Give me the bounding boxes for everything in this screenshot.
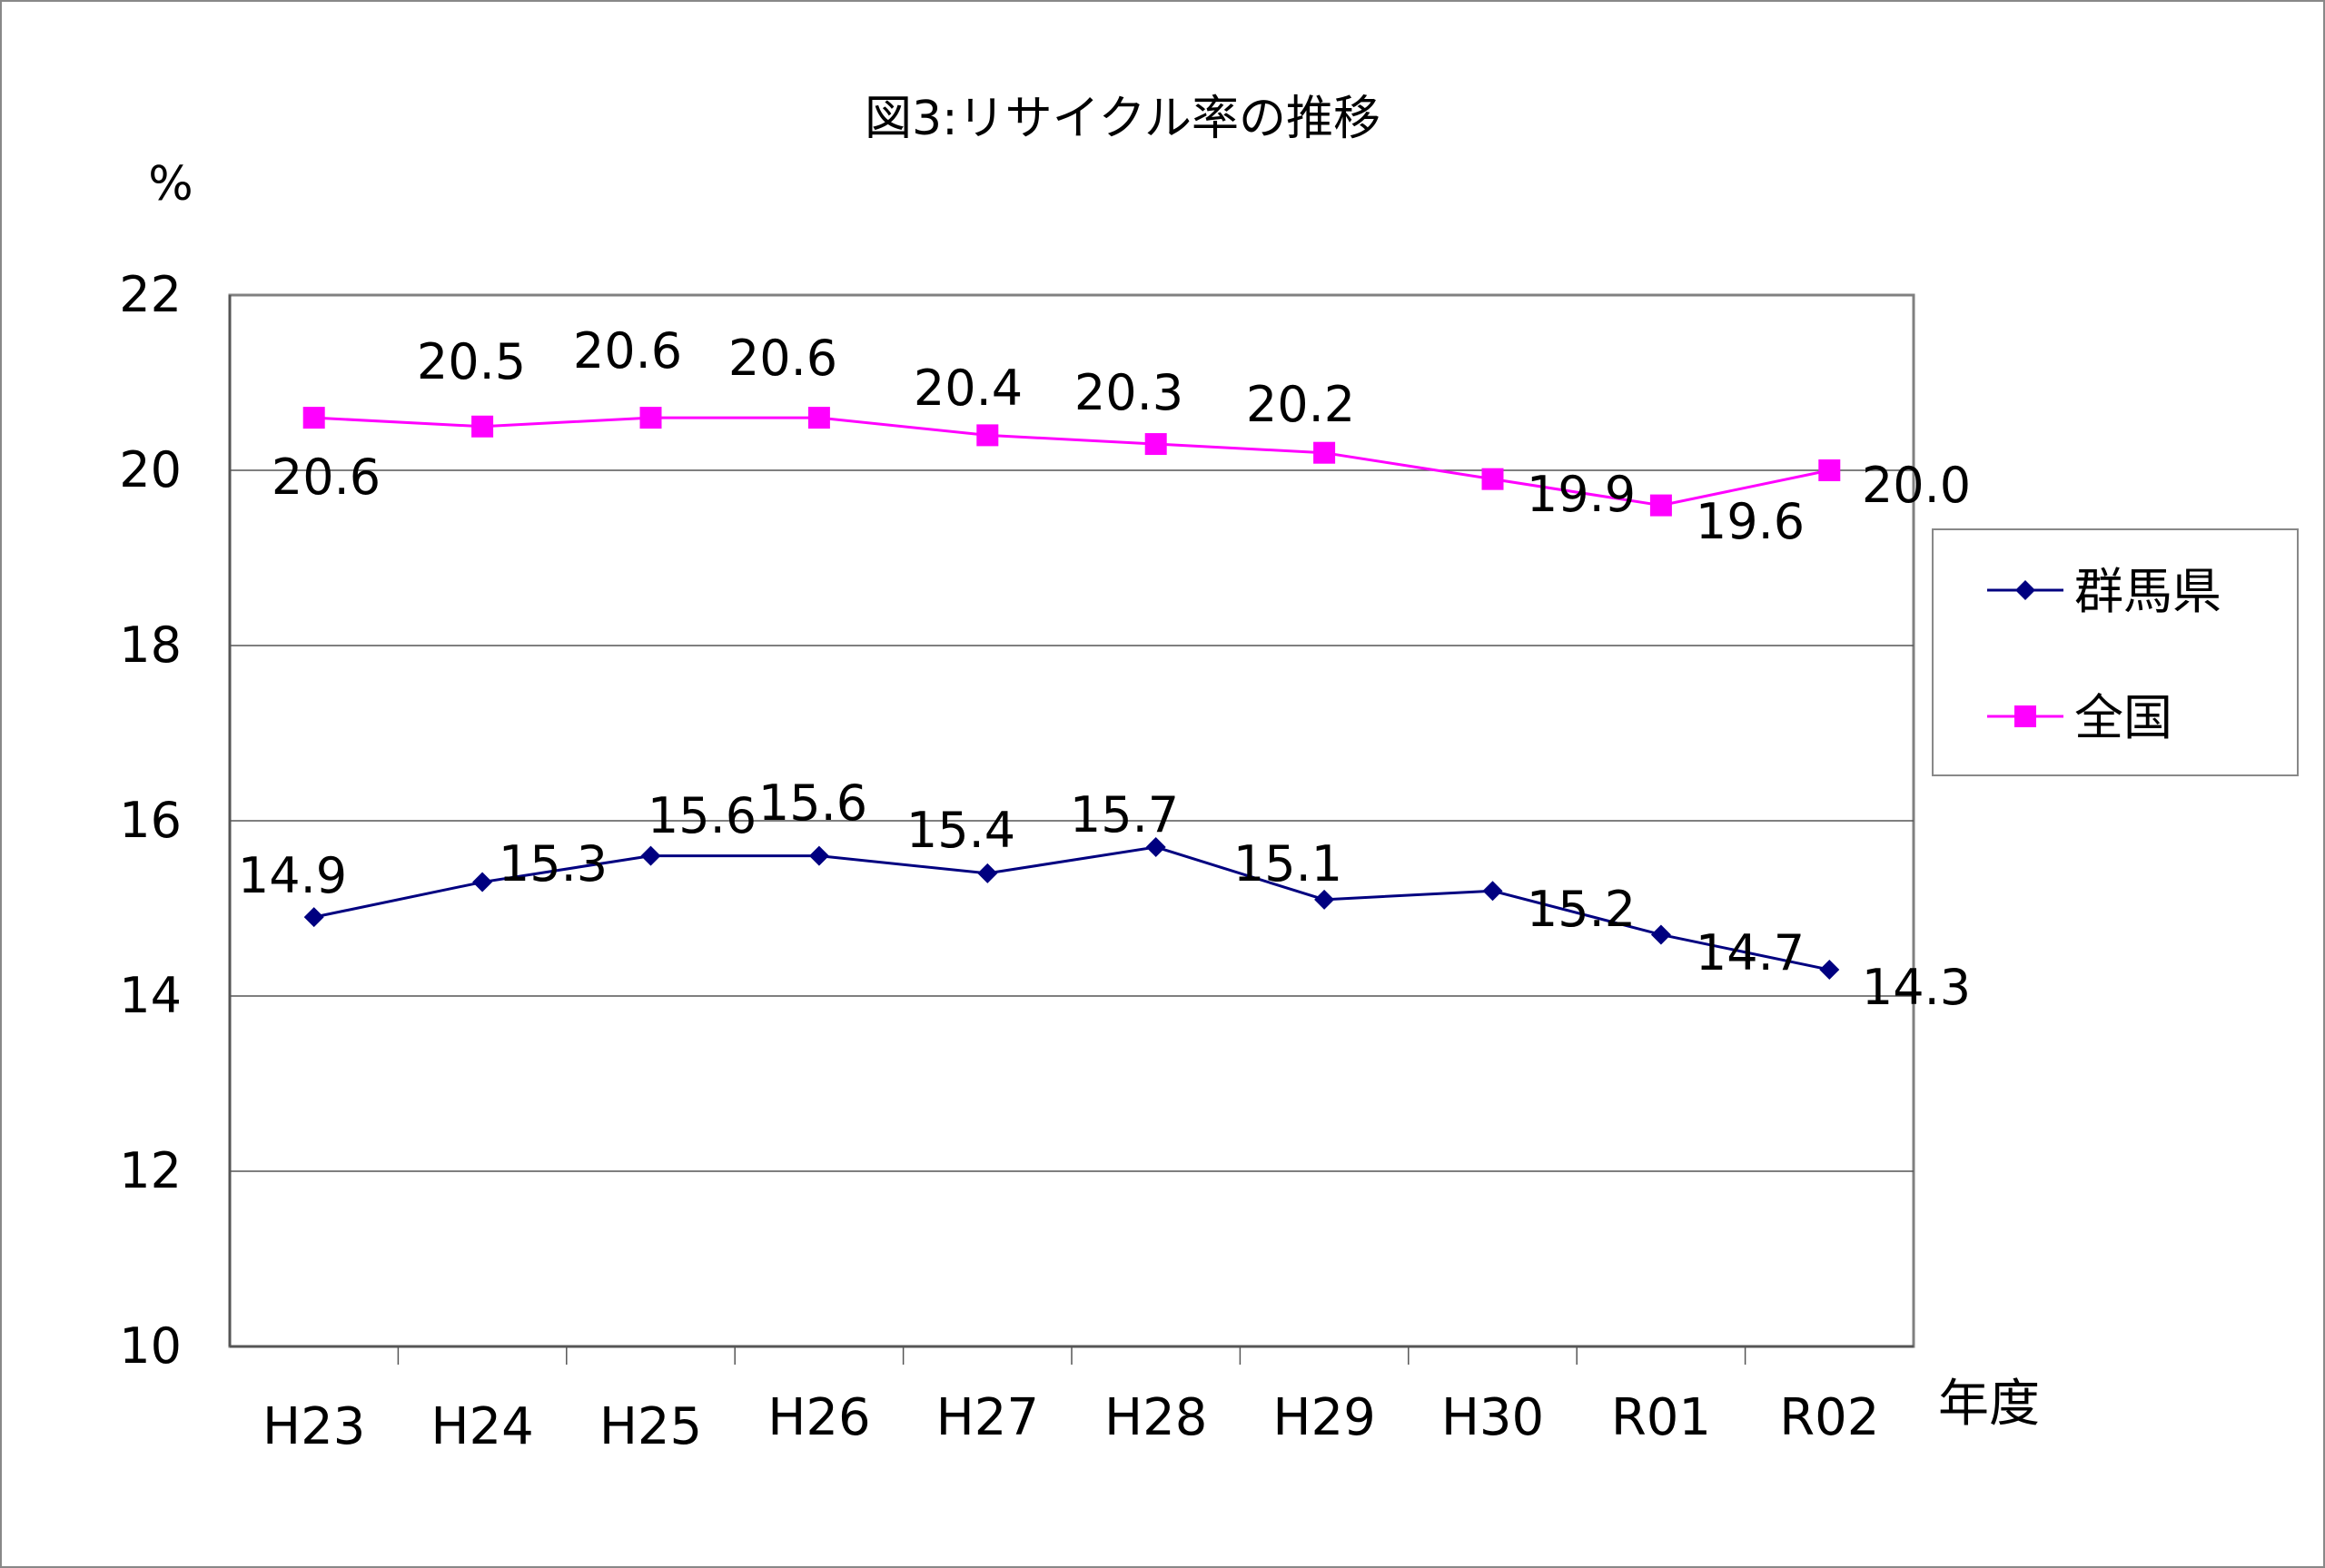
data-label: 14.7 (1696, 924, 1805, 981)
series-line-1 (313, 416, 1830, 508)
data-point-diamond (1819, 960, 1840, 981)
data-label: 15.6 (648, 787, 757, 844)
x-tick-label: H26 (767, 1388, 870, 1447)
data-point-square (1313, 441, 1336, 464)
data-label: 14.3 (1862, 959, 1971, 1016)
data-label: 15.4 (906, 802, 1015, 859)
data-label: 20.2 (1246, 376, 1355, 433)
data-label: 20.6 (272, 449, 381, 506)
data-point-diamond (472, 872, 493, 892)
data-point-square (1481, 468, 1504, 490)
data-point-diamond (977, 863, 998, 883)
data-point-square (807, 407, 830, 429)
x-tick-label: H27 (936, 1388, 1039, 1447)
x-axis-label: 年度 (1938, 1375, 2040, 1434)
legend-marker-gunma (2015, 580, 2035, 600)
data-point-square (302, 407, 325, 429)
legend-label-gunma: 群馬県 (2074, 563, 2221, 620)
y-tick-label: 18 (119, 616, 182, 674)
data-point-diamond (1145, 836, 1166, 857)
data-label: 20.0 (1862, 457, 1971, 514)
data-point-diamond (808, 845, 829, 866)
data-point-diamond (1314, 889, 1335, 910)
data-label: 20.4 (914, 360, 1023, 417)
y-tick-label: 12 (119, 1142, 182, 1199)
series-line-0 (313, 845, 1830, 971)
x-tick-label: H30 (1441, 1388, 1544, 1447)
data-label: 20.6 (728, 330, 837, 387)
legend-box (1932, 528, 2299, 776)
x-tick-label: R01 (1611, 1388, 1711, 1447)
data-point-diamond (640, 845, 661, 866)
data-point-square (471, 415, 494, 438)
data-point-diamond (1650, 924, 1671, 945)
y-tick-label: 16 (119, 792, 182, 849)
data-point-diamond (303, 907, 324, 928)
x-tick-label: H25 (599, 1397, 702, 1456)
data-point-square (1818, 459, 1841, 481)
x-tick-label: H24 (430, 1397, 533, 1456)
data-label: 19.6 (1696, 493, 1805, 550)
data-point-diamond (1482, 881, 1503, 902)
data-point-square (976, 424, 999, 447)
y-axis-label: % (148, 157, 193, 212)
data-point-square (639, 407, 662, 429)
y-tick-label: 22 (119, 266, 182, 323)
data-label: 14.9 (238, 847, 347, 904)
data-label: 19.9 (1527, 466, 1636, 523)
y-tick-label: 20 (119, 441, 182, 498)
y-tick-label: 10 (119, 1317, 182, 1375)
data-label: 15.3 (499, 835, 608, 892)
y-tick-label: 14 (119, 967, 182, 1024)
legend: 群馬県 全国 (1932, 528, 2299, 776)
data-label: 15.7 (1070, 786, 1179, 843)
x-tick-label: H29 (1272, 1388, 1375, 1447)
data-point-square (1144, 433, 1167, 456)
x-tick-label: H23 (262, 1397, 365, 1456)
x-tick-label: H28 (1104, 1388, 1207, 1447)
data-label: 20.5 (417, 333, 526, 390)
data-label: 15.2 (1527, 881, 1636, 938)
data-point-square (1649, 494, 1672, 517)
legend-marker-national (2014, 705, 2036, 727)
x-tick-label: R02 (1779, 1388, 1879, 1447)
chart-title: 図3:リサイクル率の推移 (865, 92, 1380, 146)
legend-label-national: 全国 (2074, 689, 2172, 746)
data-label: 15.6 (758, 774, 867, 832)
data-label: 20.3 (1074, 364, 1183, 421)
data-label: 20.6 (573, 322, 682, 380)
data-label: 15.1 (1233, 835, 1342, 892)
